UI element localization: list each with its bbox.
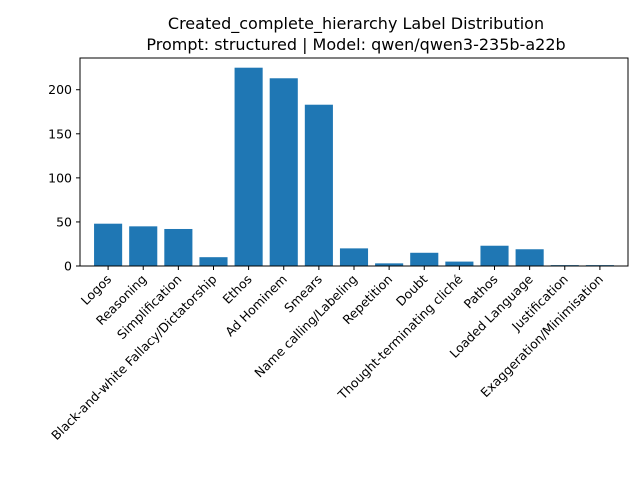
bar-6 (304, 104, 333, 267)
y-tick-label: 50 (56, 214, 72, 229)
y-tick-label: 100 (48, 170, 72, 185)
bars-group (94, 67, 614, 267)
x-tick-label: Ad Hominem (222, 272, 290, 340)
bar-7 (339, 248, 369, 266)
plot-frame (79, 57, 629, 267)
bar-12 (515, 249, 544, 266)
y-tick-label: 200 (48, 82, 72, 97)
chart-title: Created_complete_hierarchy Label Distrib… (168, 14, 544, 34)
y-tick-label: 150 (48, 126, 72, 141)
y-tick-label: 0 (64, 259, 72, 274)
bar-0 (94, 223, 123, 266)
bar-2 (164, 228, 193, 266)
y-axis: 0 50 100 150 200 (48, 82, 80, 274)
bar-11 (480, 245, 509, 266)
bar-10 (445, 261, 474, 266)
bar-8 (375, 263, 404, 266)
bar-3 (199, 257, 228, 266)
bar-5 (269, 78, 298, 267)
x-axis: LogosReasoningSimplificationBlack-and-wh… (48, 266, 606, 443)
bar-4 (234, 67, 263, 266)
chart-subtitle: Prompt: structured | Model: qwen/qwen3-2… (146, 35, 565, 54)
bar-1 (129, 226, 158, 266)
bar-9 (410, 252, 439, 266)
